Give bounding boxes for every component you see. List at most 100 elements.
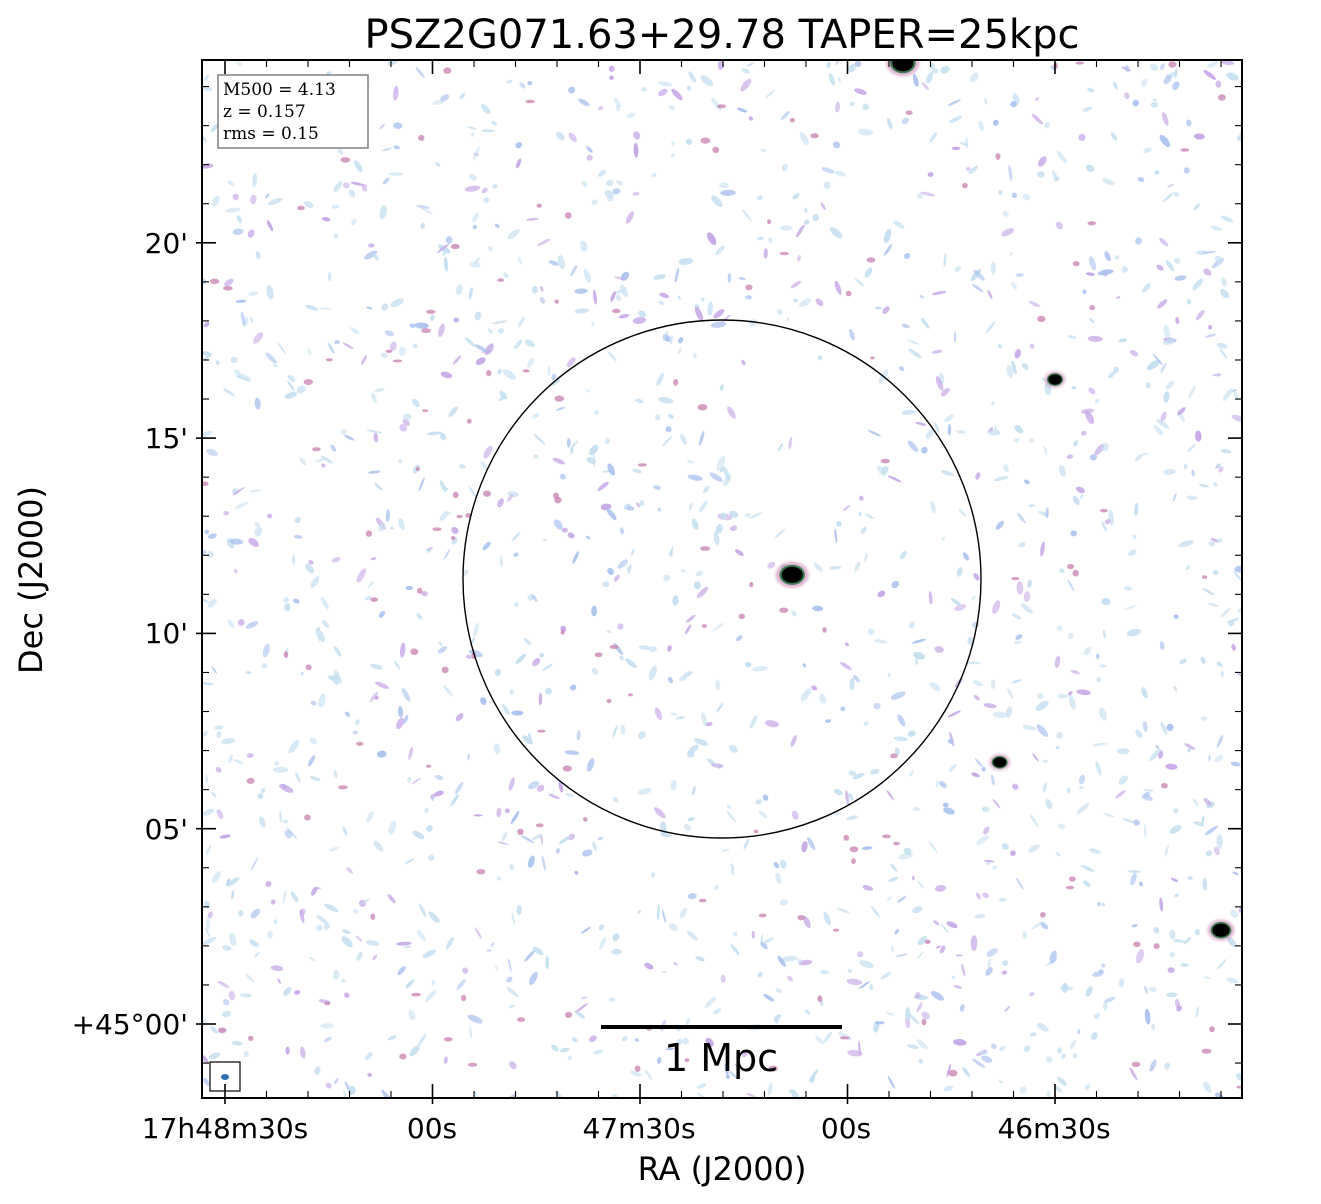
noise-peak — [417, 588, 422, 594]
noise-peak — [1209, 1026, 1215, 1032]
noise-peak — [304, 815, 311, 821]
noise-peak — [326, 358, 333, 361]
chart-title: PSZ2G071.63+29.78 TAPER=25kpc — [365, 12, 1080, 58]
noise-peak — [1154, 943, 1160, 949]
noise-peak — [565, 212, 572, 219]
noise-blob — [733, 932, 738, 937]
info-m500: M500 = 4.13 — [223, 80, 336, 100]
noise-peak — [844, 835, 850, 841]
source-core — [1212, 924, 1229, 937]
noise-blob — [473, 814, 483, 816]
noise-peak — [1066, 886, 1074, 890]
noise-peak — [210, 279, 219, 285]
noise-peak — [673, 379, 678, 386]
source-core — [993, 757, 1006, 767]
noise-peak — [1075, 62, 1084, 65]
noise-peak — [759, 914, 767, 918]
x-tick-label: 00s — [407, 1112, 457, 1145]
source-core — [782, 567, 803, 583]
y-tick-label: 10' — [145, 617, 188, 650]
noise-peak — [610, 645, 619, 649]
extended-source-halo — [1263, 536, 1284, 598]
noise-peak — [324, 1002, 330, 1006]
noise-peak — [1133, 942, 1140, 948]
extended-source-core — [1263, 536, 1284, 598]
noise-peak — [850, 846, 859, 852]
noise-peak — [628, 693, 633, 696]
noise-peak — [607, 699, 612, 703]
noise-peak — [638, 463, 647, 466]
noise-peak — [370, 597, 378, 602]
noise-peak — [1073, 261, 1080, 266]
noise-peak — [341, 157, 351, 163]
noise-blob — [405, 586, 413, 590]
noise-peak — [698, 404, 708, 410]
noise-peak — [699, 899, 707, 903]
noise-peak — [356, 742, 363, 746]
x-tick-label: 17h48m30s — [142, 1112, 309, 1145]
noise-blob — [231, 357, 238, 363]
noise-peak — [432, 527, 441, 531]
noise-peak — [595, 652, 603, 657]
noise-peak — [1069, 876, 1076, 881]
noise-peak — [451, 536, 456, 540]
noise-peak — [1180, 148, 1189, 152]
beam-ellipse — [221, 1074, 229, 1080]
noise-peak — [537, 730, 546, 733]
y-tick-label: 05' — [145, 813, 188, 846]
noise-peak — [996, 153, 1001, 160]
y-tick-label: 20' — [145, 227, 188, 260]
noise-peak — [442, 667, 449, 674]
noise-peak — [906, 110, 913, 115]
noise-peak — [780, 252, 790, 255]
noise-peak — [767, 219, 771, 224]
noise-peak — [583, 817, 588, 822]
noise-peak — [1089, 305, 1095, 310]
noise-peak — [712, 147, 719, 153]
noise-peak — [561, 630, 565, 634]
noise-peak — [486, 370, 491, 376]
noise-peak — [422, 409, 428, 412]
noise-peak — [523, 369, 530, 372]
noise-peak — [700, 546, 710, 551]
noise-peak — [497, 278, 504, 282]
noise-peak — [451, 244, 460, 249]
extended-source-ring — [1263, 536, 1284, 598]
noise-peak — [444, 1037, 453, 1041]
noise-peak — [962, 183, 968, 188]
source-core — [1048, 374, 1061, 384]
y-tick-label: 15' — [145, 422, 188, 455]
noise-peak — [1236, 1086, 1245, 1089]
noise-peak — [948, 1070, 957, 1077]
noise-blob — [956, 954, 963, 956]
noise-peak — [701, 138, 711, 144]
x-axis-label: RA (J2000) — [638, 1150, 807, 1188]
scale-bar-label: 1 Mpc — [664, 1036, 778, 1080]
noise-peak — [882, 835, 891, 839]
noise-peak — [745, 285, 752, 291]
x-tick-label: 46m30s — [997, 1112, 1110, 1145]
noise-peak — [1100, 509, 1108, 513]
noise-peak — [218, 1028, 227, 1033]
noise-peak — [754, 830, 759, 834]
info-redshift: z = 0.157 — [223, 102, 306, 122]
noise-peak — [1168, 61, 1176, 67]
x-tick-label: 47m30s — [582, 1112, 695, 1145]
noise-peak — [416, 467, 420, 471]
noise-peak — [536, 823, 544, 827]
noise-peak — [312, 447, 321, 451]
noise-peak — [456, 515, 462, 519]
noise-peak — [1202, 575, 1207, 579]
noise-peak — [833, 929, 839, 932]
noise-peak — [1067, 564, 1074, 569]
noise-peak — [366, 530, 372, 536]
x-tick-label: 00s — [821, 1112, 871, 1145]
noise-peak — [554, 497, 561, 504]
noise-peak — [922, 1019, 927, 1026]
noise-peak — [739, 614, 745, 620]
noise-peak — [749, 582, 753, 587]
noise-peak — [223, 286, 233, 291]
noise-peak — [467, 419, 472, 424]
noise-peak — [870, 357, 875, 360]
noise-blob — [1234, 566, 1245, 573]
